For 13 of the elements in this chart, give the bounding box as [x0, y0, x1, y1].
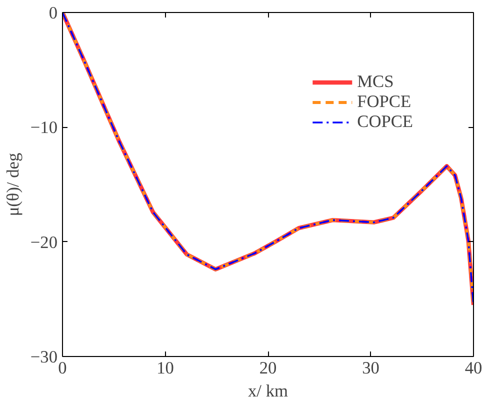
- legend-label: COPCE: [357, 112, 413, 132]
- legend-label: FOPCE: [357, 92, 412, 112]
- x-tick-label: 40: [464, 358, 482, 378]
- y-axis-title: μ(θ)/ deg: [3, 152, 22, 216]
- y-tick-label: −10: [30, 118, 58, 138]
- legend-label: MCS: [357, 72, 394, 92]
- y-tick-label: −30: [30, 348, 58, 366]
- x-tick-label: 20: [259, 358, 277, 378]
- x-tick-label: 30: [362, 358, 380, 378]
- y-tick-label: 0: [48, 4, 58, 22]
- x-tick-label: 10: [156, 358, 174, 378]
- x-axis-title: x/ km: [248, 382, 288, 400]
- y-tick-label: −20: [30, 232, 58, 252]
